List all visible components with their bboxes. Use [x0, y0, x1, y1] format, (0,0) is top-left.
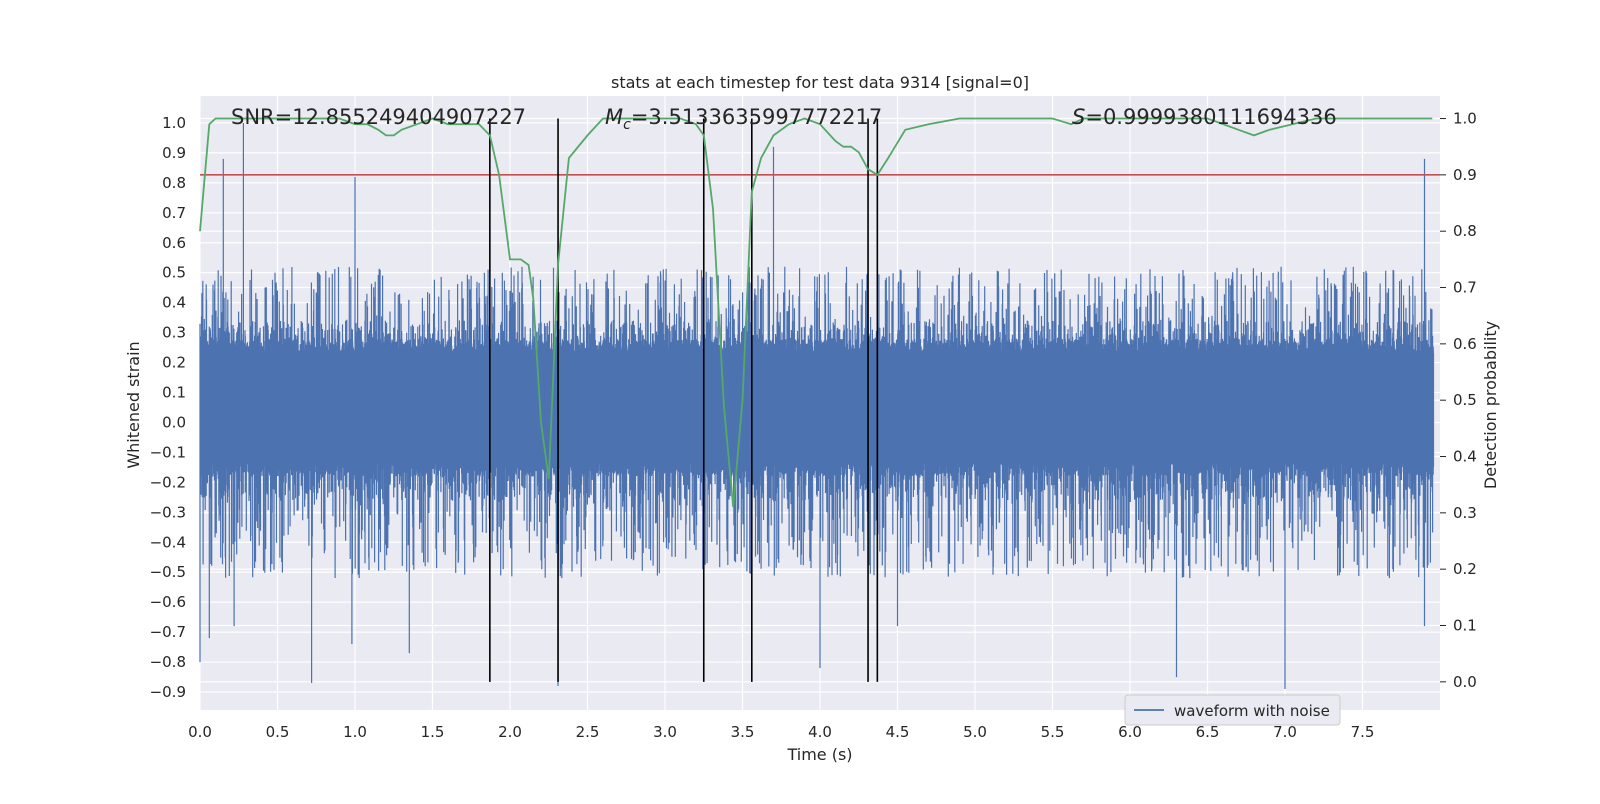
- y-tick-label: 0.9: [162, 144, 186, 162]
- y-tick-label: 1.0: [162, 114, 186, 132]
- x-tick-label: 7.5: [1351, 723, 1375, 741]
- y-tick-label: 0.1: [162, 384, 186, 402]
- waveform-trace: [199, 123, 1435, 689]
- chirp-mass-annotation: Mc=3.5133635997772217: [605, 105, 882, 133]
- right-y-tick-label: 0.2: [1453, 560, 1477, 578]
- snr-annotation: SNR=12.855249404907227: [231, 105, 526, 129]
- y-tick-label: −0.4: [150, 533, 186, 551]
- legend-label: waveform with noise: [1174, 702, 1330, 720]
- mc-symbol: M: [605, 105, 623, 129]
- probability-series: [199, 117, 1433, 508]
- right-y-tick-label: 1.0: [1453, 110, 1477, 128]
- x-tick-labels: 0.0 0.5 1.0 1.5 2.0 2.5 3.0 3.5 4.0 4.5 5.0 5.5 6.0 6…: [188, 723, 1374, 741]
- x-tick-label: 2.0: [498, 723, 522, 741]
- y-tick-label: 0.8: [162, 174, 186, 192]
- x-tick-label: 3.5: [731, 723, 755, 741]
- right-y-tick-label: 0.6: [1453, 335, 1477, 353]
- y-tick-label: 0.5: [162, 264, 186, 282]
- y-tick-label: −0.3: [150, 503, 186, 521]
- right-y-tick-label: 0.0: [1453, 673, 1477, 691]
- y-tick-label: 0.7: [162, 204, 186, 222]
- mc-subscript: c: [623, 117, 631, 133]
- y-tick-labels-left: 1.0 0.9 0.8 0.7 0.6 0.5 0.4 0.3 0.2 0.1 0.0 −0.1 −0.…: [150, 114, 186, 701]
- y-tick-label: −0.9: [150, 683, 186, 701]
- right-y-tick-label: 0.1: [1453, 617, 1477, 635]
- x-tick-label: 5.0: [963, 723, 987, 741]
- x-tick-label: 1.0: [343, 723, 367, 741]
- y-tick-label: 0.6: [162, 234, 186, 252]
- x-tick-label: 6.5: [1196, 723, 1220, 741]
- x-axis-label: Time (s): [786, 745, 852, 764]
- x-tick-label: 0.0: [188, 723, 212, 741]
- waveform-series: [199, 123, 1435, 689]
- right-y-tick-label: 0.9: [1453, 166, 1477, 184]
- probability-line: [199, 117, 1433, 508]
- x-tick-label: 1.5: [421, 723, 445, 741]
- y-tick-labels-right: 1.0 0.9 0.8 0.7 0.6 0.5 0.4 0.3 0.2 0.1 0.0: [1440, 110, 1477, 691]
- mc-value: =3.5133635997772217: [631, 105, 882, 129]
- y-tick-label: −0.5: [150, 563, 186, 581]
- x-tick-label: 4.0: [808, 723, 832, 741]
- right-y-tick-label: 0.7: [1453, 279, 1477, 297]
- event-markers: [489, 118, 879, 682]
- right-y-tick-label: 0.3: [1453, 504, 1477, 522]
- y-tick-label: −0.2: [150, 473, 186, 491]
- legend: waveform with noise: [1124, 694, 1341, 726]
- y-tick-label: −0.1: [150, 443, 186, 461]
- y-axis-label-right: Detection probability: [1481, 321, 1500, 489]
- y-tick-label: 0.0: [162, 413, 186, 431]
- x-tick-label: 6.0: [1118, 723, 1142, 741]
- y-axis-label-left: Whitened strain: [124, 341, 143, 468]
- legend-box: [1124, 694, 1341, 726]
- x-tick-label: 0.5: [266, 723, 290, 741]
- x-tick-label: 5.5: [1041, 723, 1065, 741]
- y-tick-label: 0.4: [162, 294, 186, 312]
- y-tick-label: −0.7: [150, 623, 186, 641]
- y-tick-label: −0.6: [150, 593, 186, 611]
- right-y-tick-label: 0.5: [1453, 391, 1477, 409]
- s-annotation: S=0.9999380111694336: [1072, 105, 1337, 129]
- right-y-tick-label: 0.8: [1453, 222, 1477, 240]
- x-tick-label: 4.5: [886, 723, 910, 741]
- y-tick-label: 0.3: [162, 324, 186, 342]
- right-y-tick-label: 0.4: [1453, 448, 1477, 466]
- s-symbol: S: [1072, 105, 1085, 129]
- s-value: =0.9999380111694336: [1085, 105, 1336, 129]
- x-tick-label: 3.0: [653, 723, 677, 741]
- chart-title: stats at each timestep for test data 931…: [611, 73, 1029, 92]
- y-tick-label: 0.2: [162, 354, 186, 372]
- x-tick-label: 7.0: [1273, 723, 1297, 741]
- x-tick-label: 2.5: [576, 723, 600, 741]
- y-tick-label: −0.8: [150, 653, 186, 671]
